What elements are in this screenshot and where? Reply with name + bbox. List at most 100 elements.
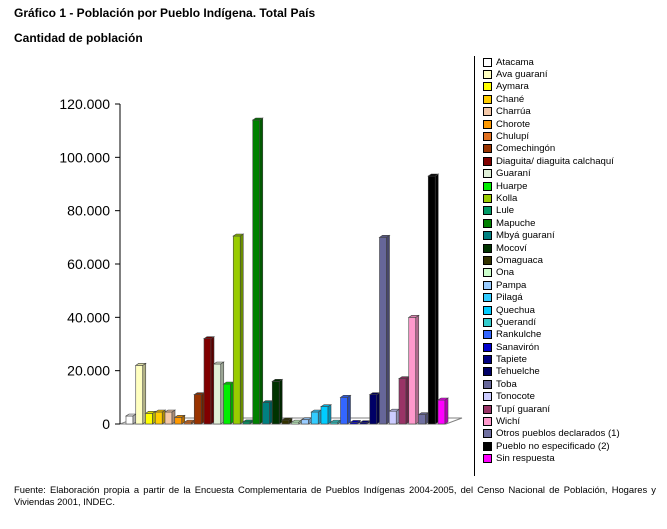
bar bbox=[417, 412, 430, 425]
legend-item: Tapiete bbox=[483, 353, 659, 365]
bar bbox=[144, 410, 157, 425]
legend-label: Chulupí bbox=[496, 131, 530, 143]
legend-label: Lule bbox=[496, 205, 515, 217]
legend-label: Pampa bbox=[496, 279, 527, 291]
legend-label: Comechingón bbox=[496, 143, 556, 155]
bar bbox=[407, 314, 420, 425]
y-tick-label: 100.000 bbox=[59, 149, 110, 165]
legend-label: Mapuche bbox=[496, 217, 536, 229]
legend-label: Chorote bbox=[496, 118, 531, 130]
legend-label: Tonocote bbox=[496, 391, 535, 403]
bar bbox=[232, 233, 245, 425]
legend-swatch bbox=[483, 255, 492, 265]
legend-label: Tehuelche bbox=[496, 366, 540, 378]
legend-label: Omaguaca bbox=[496, 254, 543, 266]
legend-swatch bbox=[483, 218, 492, 228]
legend-item: Sanavirón bbox=[483, 341, 659, 353]
legend-item: Ona bbox=[483, 267, 659, 279]
legend-swatch bbox=[483, 169, 492, 179]
legend-item: Diaguita/ diaguita calchaquí bbox=[483, 155, 659, 167]
legend-label: Huarpe bbox=[496, 180, 528, 192]
chart-subtitle: Cantidad de población bbox=[14, 31, 143, 45]
legend-swatch bbox=[483, 231, 492, 241]
legend-swatch bbox=[483, 429, 492, 439]
bar bbox=[125, 413, 137, 425]
legend-item: Ava guaraní bbox=[483, 68, 659, 80]
legend-label: Pueblo no especificado (2) bbox=[496, 440, 610, 452]
legend-list: Atacama Ava guaraní Aymara Chané Charrúa Chor… bbox=[475, 56, 659, 465]
legend-label: Guaraní bbox=[496, 168, 531, 180]
bar bbox=[193, 392, 206, 425]
bar bbox=[173, 414, 186, 425]
legend-item: Huarpe bbox=[483, 180, 659, 192]
bar bbox=[261, 400, 274, 425]
bar bbox=[320, 404, 332, 425]
bar bbox=[154, 409, 167, 425]
legend-label: Diaguita/ diaguita calchaquí bbox=[496, 155, 614, 167]
legend-item: Omaguaca bbox=[483, 254, 659, 266]
legend-label: Querandí bbox=[496, 316, 537, 328]
legend-item: Tonocote bbox=[483, 391, 659, 403]
bar bbox=[212, 361, 225, 425]
bar bbox=[388, 408, 401, 425]
legend-item: Tupí guaraní bbox=[483, 403, 659, 415]
legend-swatch bbox=[483, 57, 492, 67]
legend-swatch bbox=[483, 441, 492, 451]
legend-swatch bbox=[483, 144, 492, 154]
chart-legend: Atacama Ava guaraní Aymara Chané Charrúa Chor… bbox=[474, 56, 659, 476]
legend-item: Chané bbox=[483, 93, 659, 105]
legend-label: Ona bbox=[496, 267, 515, 279]
bar bbox=[164, 409, 176, 425]
legend-swatch bbox=[483, 392, 492, 402]
y-tick-label: 20.000 bbox=[67, 363, 110, 379]
legend-item: Sin respuesta bbox=[483, 453, 659, 465]
bar bbox=[300, 417, 313, 425]
legend-label: Chané bbox=[496, 93, 525, 105]
bar bbox=[378, 234, 391, 425]
bar bbox=[251, 117, 264, 425]
legend-label: Sin respuesta bbox=[496, 453, 555, 465]
bar bbox=[183, 419, 196, 425]
legend-swatch bbox=[483, 330, 492, 340]
bar bbox=[203, 336, 215, 425]
bar-chart: 0 20.000 40.000 60.000 80.000 100.000 120.000 bbox=[59, 96, 463, 432]
legend-item: Pampa bbox=[483, 279, 659, 291]
legend-item: Comechingón bbox=[483, 143, 659, 155]
legend-label: Mbyá guaraní bbox=[496, 230, 555, 242]
legend-item: Wichí bbox=[483, 415, 659, 427]
legend-label: Mocoví bbox=[496, 242, 527, 254]
legend-swatch bbox=[483, 70, 492, 80]
legend-item: Otros pueblos declarados (1) bbox=[483, 428, 659, 440]
legend-swatch bbox=[483, 305, 492, 315]
legend-swatch bbox=[483, 355, 492, 365]
y-tick-label: 40.000 bbox=[67, 309, 110, 325]
bar bbox=[271, 378, 284, 425]
legend-item: Kolla bbox=[483, 192, 659, 204]
legend-item: Mbyá guaraní bbox=[483, 229, 659, 241]
bar bbox=[339, 394, 352, 425]
legend-label: Tupí guaraní bbox=[496, 403, 551, 415]
legend-item: Lule bbox=[483, 205, 659, 217]
legend-item: Charrúa bbox=[483, 106, 659, 118]
legend-swatch bbox=[483, 317, 492, 327]
legend-label: Tapiete bbox=[496, 354, 527, 366]
legend-swatch bbox=[483, 417, 492, 427]
bar bbox=[329, 419, 342, 425]
bar bbox=[281, 417, 293, 425]
legend-item: Tehuelche bbox=[483, 366, 659, 378]
legend-label: Atacama bbox=[496, 56, 534, 68]
legend-swatch bbox=[483, 454, 492, 464]
legend-item: Pueblo no especificado (2) bbox=[483, 440, 659, 452]
bar bbox=[349, 419, 362, 425]
legend-item: Aymara bbox=[483, 81, 659, 93]
legend-swatch bbox=[483, 193, 492, 203]
legend-label: Aymara bbox=[496, 81, 529, 93]
y-tick-label: 60.000 bbox=[67, 256, 110, 272]
legend-item: Atacama bbox=[483, 56, 659, 68]
legend-item: Chulupí bbox=[483, 130, 659, 142]
bar bbox=[368, 392, 381, 425]
legend-item: Mapuche bbox=[483, 217, 659, 229]
legend-swatch bbox=[483, 367, 492, 377]
legend-item: Rankulche bbox=[483, 329, 659, 341]
bar bbox=[437, 397, 449, 425]
